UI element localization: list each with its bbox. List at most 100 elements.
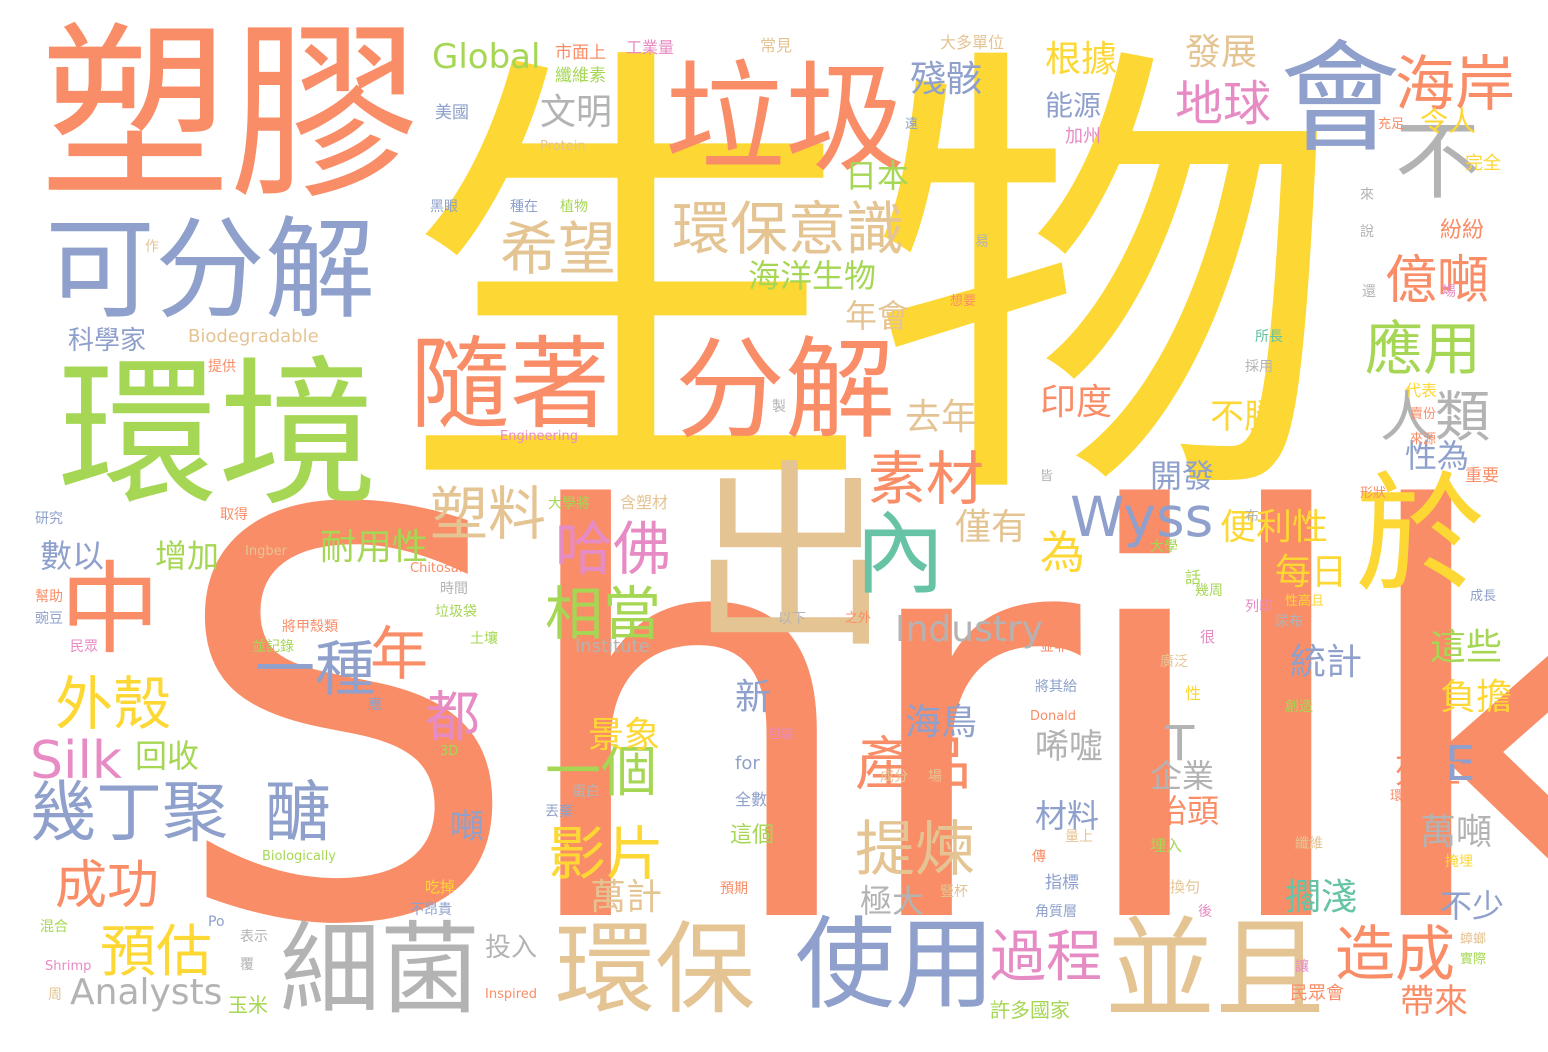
word-shrilk: Shrilk [168,396,1548,1048]
word-wenming: 文明 [540,92,613,133]
word-dai: 代表 [1405,381,1438,400]
word-misc-bu: 布 [1245,509,1259,525]
word-nengyuan: 能源 [1045,89,1102,122]
word-hafo: 哈佛 [555,515,672,583]
word-xiwang: 希望 [500,215,617,283]
word-turang: 土壤 [470,631,498,647]
word-jinyou: 僅有 [955,507,1028,548]
word-wei: 為 [1040,526,1086,579]
word-meiguo: 美國 [435,103,469,123]
word-misc-huan2: 混合 [40,919,68,935]
word-chidiao: 吃掉 [425,878,456,896]
word-yidun: 億噸 [1385,251,1490,311]
word-cailiao: 材料 [1035,797,1100,835]
word-shijian: 時間 [440,581,468,597]
word-t: T [1165,716,1195,772]
word-shiji: 實際 [1460,952,1487,967]
word-huanbaocaizhi: 環保材質 [1390,789,1443,804]
word-misc-shuo: 說 [1360,224,1374,240]
word-suizhe: 隨著 [410,326,610,443]
word-zhongyao: 重要 [1465,466,1499,486]
word-suozhang: 所長 [1255,329,1283,345]
word-kefenjie: 可分解 [45,206,375,334]
word-yingpian: 影片 [548,820,665,888]
word-wandou: 豌豆 [35,611,63,627]
word-xiangdang: 相當 [545,580,662,648]
word-daxuejiang: 大學將 [548,496,590,512]
word-changjian: 常見 [760,36,793,55]
word-misc-chang: 場 [1442,284,1456,300]
word-yige: 一個 [545,740,657,805]
word-suliao: 塑料 [430,480,547,548]
word-zhong: 中 [60,551,160,668]
word-fazhan: 發展 [1185,32,1258,73]
word-hen: 很 [1200,628,1216,646]
word-minzhong: 民眾 [70,639,98,655]
word-shuozi: 形狀 [1360,486,1387,501]
word-yuqi: 預期 [720,881,748,897]
word-diqiu: 地球 [1175,76,1272,132]
word-chuangzao: 創造 [1285,699,1313,715]
word-shimianshang: 市面上 [555,43,606,63]
word-misc-chong: 充足 [1378,117,1405,132]
word-busheng: 不勝 [1210,397,1278,437]
word-lajidai: 垃圾袋 [435,604,477,620]
word-ying: 應 [368,697,382,713]
word-sucai: 素材 [868,445,985,513]
word-mindong: 民眾會 [1290,983,1344,1004]
word-yugu: 預估 [100,920,212,985]
word-fenjie: 分解 [675,326,895,454]
word-wanji: 萬計 [590,877,663,918]
word-institute: Institute [575,636,650,657]
word-hainiao: 海鳥 [905,702,978,743]
word-zhongzai: 種在 [510,199,538,215]
word-jingxiang: 景象 [588,715,661,756]
word-kaifa: 開發 [1150,457,1215,495]
word-kexuejia: 科學家 [68,326,147,356]
word-huanju: 換句 [1170,878,1201,896]
word-fudan: 負擔 [1440,677,1513,718]
word-xijun: 細菌 [280,911,480,1028]
word-baozhuang: 包裝 [768,727,795,742]
word-zhiwu: 植物 [560,199,588,215]
word-for: for [735,753,760,774]
word-yanmai: 掩埋 [1445,854,1473,870]
word-yu: 於 [1355,459,1486,611]
word-protein: Protein [540,139,586,154]
word-yifen: 賣份 [1410,407,1437,422]
word-biodegradable: Biodegradable [188,326,319,347]
word-misc-jie: 皆 [1040,469,1054,484]
word-misc-chengfen2: 場 [928,769,942,785]
word-lingren: 令人 [1420,105,1477,138]
word-zhege: 這個 [730,823,775,848]
word-nianhui: 年會 [845,297,910,335]
word-jida: 極大 [860,882,925,920]
word-laji: 垃圾 [665,50,905,189]
word-industry: Industry [895,609,1044,650]
word-wyss: Wyss [1070,485,1214,549]
word-maiyru: 埋入 [1150,836,1183,855]
word-chu: 出 [690,443,891,676]
word-fenfen: 紛紛 [1440,218,1485,243]
word-tang: 醣 [265,774,331,851]
word-misc-xiang: 想要 [950,294,977,309]
word-misc-jie2: 並記錄 [252,639,294,655]
word-danbai: 蛋白 [572,784,600,800]
word-qunian: 去年 [905,397,978,438]
word-inspired: Inspired [485,987,538,1002]
word-laiyuan: 來源 [1410,432,1437,447]
word-meiri: 每日 [1275,552,1348,593]
word-xingwei: 性為 [1405,437,1470,475]
word-dun: 噸 [450,807,484,847]
word-jiazhou: 加州 [1065,126,1101,147]
word-shuyi: 數以 [40,537,105,575]
word-daduoshuwei: 大多單位 [940,33,1005,52]
word-zhiyi: 之外 [845,611,872,626]
word-shengwu: 生物 [400,11,1340,558]
word-geqian: 擱淺 [1285,877,1358,918]
word-zhuanghuang: 蟑螂 [1460,932,1487,947]
word-hansucai: 含塑材 [620,493,669,512]
word-misc-kuo: 豎杯 [940,884,968,900]
word-misc-shang: 量上 [1065,829,1093,845]
word-chengzhang: 成長 [1470,589,1497,604]
